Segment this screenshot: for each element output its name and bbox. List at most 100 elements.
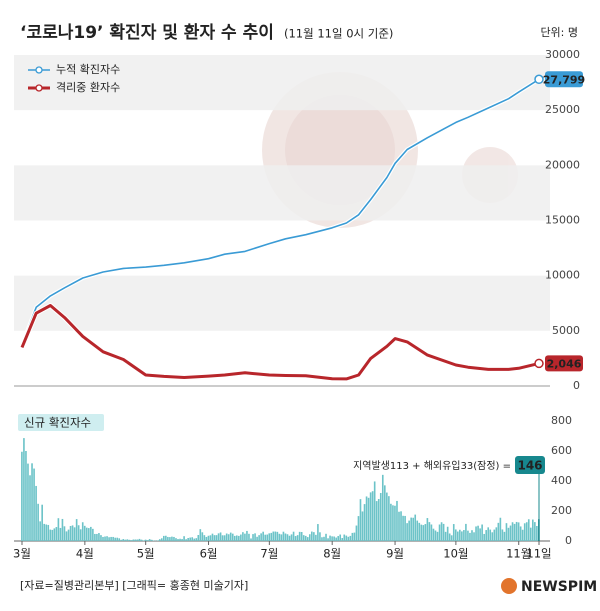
y-tick-label: 25000 bbox=[545, 103, 580, 116]
value-label-bg bbox=[545, 71, 583, 88]
bar bbox=[452, 524, 455, 541]
bar bbox=[442, 523, 445, 541]
bar bbox=[467, 530, 469, 541]
bar bbox=[90, 526, 92, 541]
bar bbox=[282, 531, 285, 541]
bar bbox=[219, 532, 222, 541]
bar bbox=[124, 539, 127, 541]
bar bbox=[396, 500, 398, 541]
bar bbox=[499, 517, 502, 541]
bar bbox=[450, 535, 453, 541]
bar bbox=[203, 535, 206, 541]
bar bbox=[471, 530, 473, 541]
logo: NEWSPIM bbox=[521, 579, 597, 595]
bar bbox=[519, 526, 522, 541]
bar bbox=[422, 525, 425, 541]
x-tick-label: 6월 bbox=[200, 547, 218, 561]
bar bbox=[104, 536, 106, 541]
bar bbox=[515, 521, 518, 541]
bar bbox=[454, 529, 457, 541]
bar bbox=[276, 531, 279, 541]
bar bbox=[197, 535, 200, 541]
bar bbox=[160, 538, 163, 541]
bar bbox=[233, 535, 236, 541]
x-tick-label: 4월 bbox=[76, 547, 94, 561]
bar bbox=[246, 530, 248, 541]
bar bbox=[521, 529, 524, 541]
bar bbox=[130, 540, 133, 541]
title: ‘코로나19’ 확진자 및 환자 수 추이 bbox=[20, 23, 274, 43]
bar bbox=[227, 534, 230, 541]
bar bbox=[375, 501, 378, 541]
bar bbox=[438, 524, 441, 541]
bar bbox=[274, 531, 277, 541]
bar bbox=[51, 529, 54, 541]
bar bbox=[238, 535, 240, 541]
bar bbox=[29, 475, 31, 541]
bar bbox=[106, 536, 108, 541]
bar bbox=[272, 531, 275, 541]
bar bbox=[73, 527, 76, 541]
bar bbox=[110, 536, 112, 541]
source: [자료=질병관리본부] [그래픽= 홍종현 미술기자] bbox=[20, 578, 248, 592]
bar bbox=[108, 537, 110, 541]
bar bbox=[278, 533, 281, 541]
bar bbox=[294, 536, 297, 541]
bar bbox=[185, 539, 187, 541]
bar bbox=[132, 539, 135, 541]
bar bbox=[67, 529, 70, 541]
bar bbox=[144, 539, 147, 541]
x-tick-label: 9월 bbox=[386, 547, 404, 561]
bar bbox=[523, 523, 526, 541]
bar bbox=[45, 524, 48, 541]
bar bbox=[412, 517, 415, 541]
bar bbox=[280, 534, 283, 541]
y-tick-label: 20000 bbox=[545, 158, 580, 171]
bar bbox=[61, 518, 64, 541]
bar bbox=[296, 535, 299, 541]
bar bbox=[39, 521, 41, 541]
bar bbox=[349, 535, 352, 541]
bar bbox=[250, 538, 252, 541]
bar bbox=[98, 533, 100, 541]
y-tick-label: 10000 bbox=[545, 269, 580, 282]
bar bbox=[367, 497, 370, 541]
bar bbox=[323, 536, 325, 541]
bar bbox=[23, 438, 25, 541]
bar bbox=[300, 532, 303, 541]
bar bbox=[503, 531, 506, 541]
bar bbox=[156, 540, 159, 541]
bar bbox=[96, 533, 98, 541]
bar bbox=[199, 529, 202, 541]
bar bbox=[252, 534, 254, 541]
bar bbox=[229, 532, 232, 541]
bar bbox=[225, 533, 228, 541]
bar bbox=[146, 540, 149, 541]
x-tick-label: 3월 bbox=[13, 547, 31, 561]
end-point bbox=[534, 74, 544, 85]
bar bbox=[481, 524, 483, 541]
bar bbox=[331, 536, 333, 541]
bar bbox=[49, 529, 52, 541]
bar bbox=[390, 503, 392, 541]
value-label: 2,046 bbox=[547, 357, 582, 370]
bar bbox=[217, 533, 220, 541]
bar bbox=[400, 511, 402, 541]
bar bbox=[402, 515, 404, 541]
y-tick-label: 400 bbox=[551, 474, 572, 487]
bar bbox=[235, 535, 238, 541]
bar bbox=[420, 524, 423, 541]
bar bbox=[231, 533, 234, 541]
bar bbox=[477, 525, 479, 541]
y-tick-label: 200 bbox=[551, 504, 572, 517]
bar bbox=[363, 504, 366, 541]
legend-label: 격리중 환자수 bbox=[56, 81, 120, 94]
unit: 단위: 명 bbox=[540, 26, 578, 39]
x-tick-label: 5월 bbox=[137, 547, 155, 561]
bar bbox=[359, 499, 362, 541]
bar bbox=[306, 537, 309, 541]
bar bbox=[416, 520, 419, 541]
y-tick-label: 800 bbox=[551, 414, 572, 427]
bar bbox=[465, 523, 467, 541]
bar bbox=[47, 524, 50, 541]
